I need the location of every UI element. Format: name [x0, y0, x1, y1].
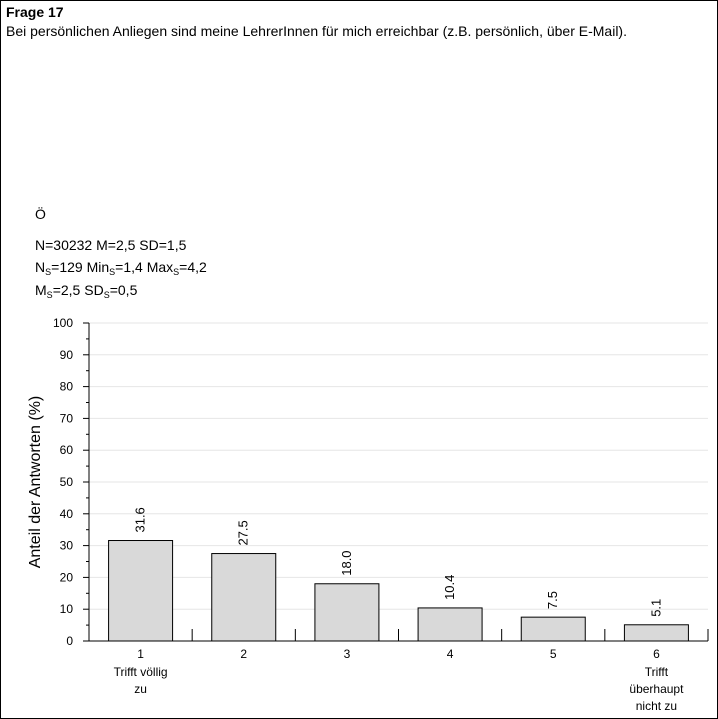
ns-sub: S [45, 267, 52, 277]
y-tick-label: 80 [60, 380, 74, 394]
max-sub: S [173, 267, 180, 277]
sds-label: SD [84, 282, 104, 298]
ms-sub: S [46, 290, 53, 300]
stats-line-overall: N=30232 M=2,5 SD=1,5 [35, 237, 187, 253]
min-label: Min [86, 259, 110, 275]
x-category-sublabel: Trifft [645, 665, 669, 679]
x-category-sublabel: zu [134, 682, 147, 696]
data-label: 18.0 [339, 550, 354, 575]
group-label: Ö [35, 206, 46, 222]
ms-label: M [35, 282, 47, 298]
y-tick-label: 100 [53, 316, 73, 330]
y-tick-label: 70 [60, 411, 74, 425]
y-tick-label: 30 [60, 539, 74, 553]
y-tick-label: 50 [60, 475, 74, 489]
y-tick-label: 90 [60, 348, 74, 362]
data-label: 10.4 [442, 575, 457, 600]
bar [108, 540, 174, 642]
max-label: Max [146, 259, 174, 275]
y-axis-title: Anteil der Antworten (%) [27, 396, 44, 569]
question-text: Bei persönlichen Anliegen sind meine Leh… [6, 23, 627, 39]
sds-value: 0,5 [117, 282, 138, 298]
data-label: 7.5 [545, 591, 560, 609]
data-label: 27.5 [236, 520, 251, 545]
bar [314, 583, 380, 642]
ns-value: 129 [59, 259, 83, 275]
y-tick-label: 40 [60, 507, 74, 521]
stats-line-school-means: MS=2,5 SDS=0,5 [35, 282, 138, 300]
y-tick-label: 0 [66, 634, 73, 648]
y-tick-label: 60 [60, 443, 74, 457]
x-category-sublabel: nicht zu [636, 699, 677, 713]
stats-line-schools: NS=129 MinS=1,4 MaxS=4,2 [35, 259, 207, 277]
min-value: 1,4 [123, 259, 143, 275]
y-tick-label: 10 [60, 602, 74, 616]
ns-label: N [35, 259, 46, 275]
question-number: Frage 17 [6, 4, 64, 20]
x-category-sublabel: Trifft völlig [114, 665, 168, 679]
x-tick-label: 1 [137, 647, 144, 661]
data-label: 5.1 [648, 599, 663, 617]
bar [417, 607, 483, 642]
x-tick-label: 6 [653, 647, 660, 661]
x-tick-label: 4 [447, 647, 454, 661]
bar [623, 624, 689, 642]
x-tick-label: 2 [240, 647, 247, 661]
data-label: 31.6 [133, 507, 148, 532]
y-tick-label: 20 [60, 570, 74, 584]
bar [211, 553, 277, 642]
max-value: 4,2 [187, 259, 207, 275]
x-category-sublabel: überhaupt [629, 682, 684, 696]
bar [520, 616, 586, 642]
sds-sub: S [103, 290, 110, 300]
x-tick-label: 3 [344, 647, 351, 661]
min-sub: S [109, 267, 116, 277]
ms-value: 2,5 [60, 282, 81, 298]
x-tick-label: 5 [550, 647, 557, 661]
